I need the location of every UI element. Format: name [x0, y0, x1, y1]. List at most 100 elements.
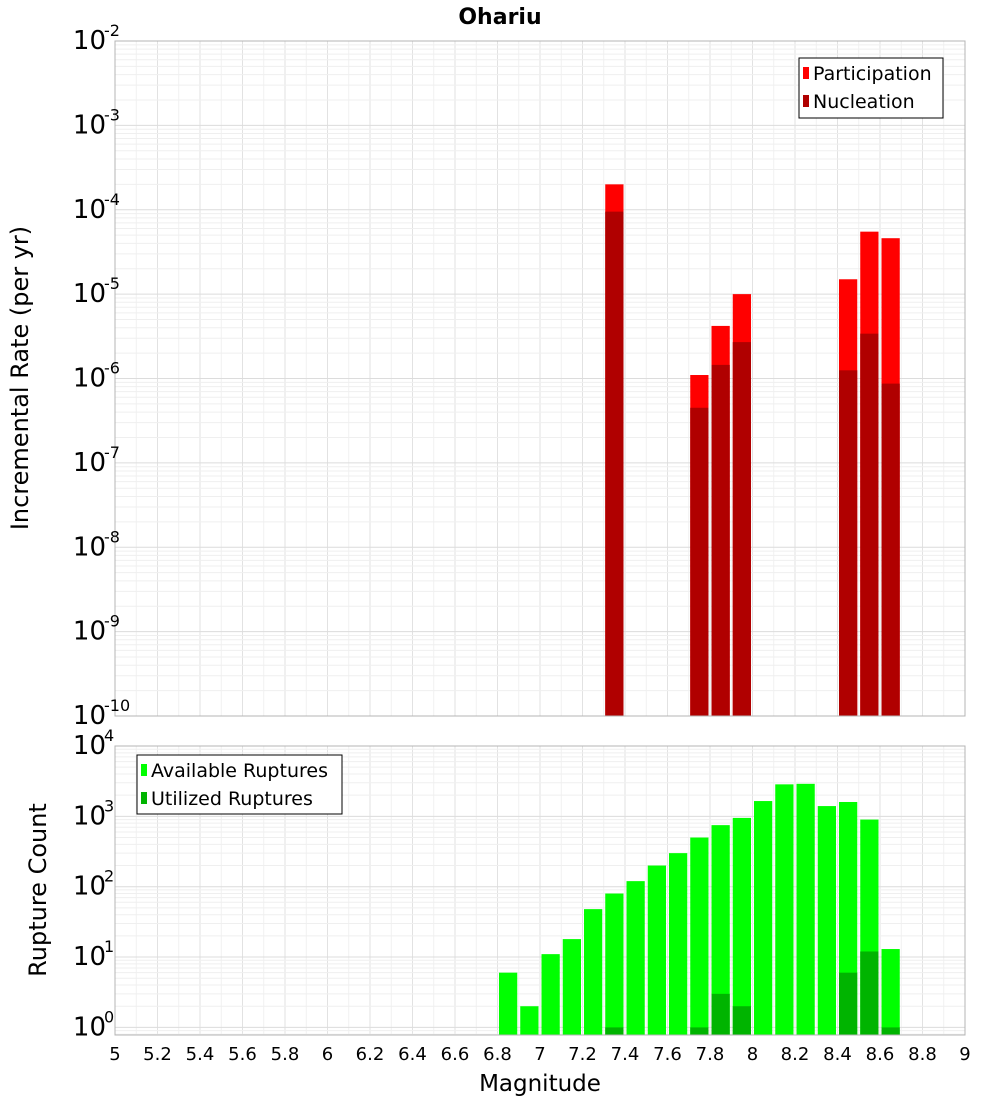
bottom-bar [584, 909, 603, 1035]
top-y-tick-exponent: -7 [104, 443, 120, 462]
top-legend-label: Nucleation [813, 91, 915, 113]
x-tick-label: 8.2 [781, 1044, 810, 1065]
bottom-bar [732, 817, 751, 1035]
top-plot-frame [114, 40, 966, 717]
bottom-bar [817, 806, 836, 1035]
top-plot: 10-1010-910-810-710-610-510-410-310-2Par… [73, 21, 966, 731]
top-y-tick-label: 10 [73, 279, 106, 309]
bottom-series-0 [499, 783, 900, 1035]
x-tick-label: 8.8 [908, 1044, 937, 1065]
top-y-tick-exponent: -3 [104, 105, 120, 124]
bottom-bar [499, 972, 518, 1035]
bottom-y-tick-exponent: 2 [104, 867, 114, 886]
bottom-y-tick-label: 10 [73, 1012, 106, 1042]
top-legend-label: Participation [813, 63, 932, 85]
top-bar [860, 333, 879, 716]
bottom-legend-label: Utilized Ruptures [151, 788, 313, 810]
x-tick-label: 9 [959, 1044, 970, 1065]
bottom-series-1 [605, 951, 900, 1035]
top-bar [732, 342, 751, 716]
top-y-tick-label: 10 [73, 26, 106, 56]
bottom-y-tick-label: 10 [73, 872, 106, 902]
x-tick-label: 5 [109, 1044, 120, 1065]
x-tick-label: 6.6 [441, 1044, 470, 1065]
chart-title: Ohariu [458, 5, 541, 30]
bottom-bar [775, 784, 794, 1035]
bottom-y-axis-label: Rupture Count [24, 803, 52, 977]
top-bar [605, 211, 624, 716]
bottom-y-tick-exponent: 1 [104, 937, 114, 956]
top-legend-swatch [803, 67, 809, 79]
bottom-bar [669, 853, 688, 1035]
bottom-bar [520, 1006, 539, 1035]
bottom-legend-box [136, 754, 343, 815]
bottom-bar [690, 837, 709, 1035]
top-y-tick-label: 10 [73, 195, 106, 225]
bottom-bar [626, 881, 645, 1035]
top-y-tick-exponent: -5 [104, 274, 120, 293]
bottom-bar [605, 893, 624, 1035]
top-legend-box [798, 57, 944, 119]
x-tick-label: 7.8 [696, 1044, 725, 1065]
top-y-tick-exponent: -2 [104, 21, 120, 40]
x-tick-label: 8.6 [866, 1044, 895, 1065]
x-tick-label: 7.4 [611, 1044, 640, 1065]
x-tick-label: 6.4 [398, 1044, 427, 1065]
x-tick-label: 6.2 [356, 1044, 385, 1065]
top-y-axis-label: Incremental Rate (per yr) [6, 226, 34, 530]
bottom-bar [881, 1027, 900, 1035]
top-bar [881, 383, 900, 716]
top-y-tick-exponent: -8 [104, 527, 120, 546]
bottom-bar [754, 801, 773, 1035]
x-tick-label: 6.8 [483, 1044, 512, 1065]
bottom-y-tick-label: 10 [73, 942, 106, 972]
x-tick-label: 6 [322, 1044, 333, 1065]
bottom-bar [860, 951, 879, 1035]
top-y-tick-label: 10 [73, 448, 106, 478]
x-tick-label: 7 [534, 1044, 545, 1065]
bottom-y-tick-exponent: 4 [104, 726, 114, 745]
x-tick-labels: 5 5.2 5.4 5.6 5.8 6 6.2 6.4 6.6 6.8 7 7.2 7.4 7.6 7.8 8… [109, 1044, 970, 1065]
bottom-bar [711, 825, 730, 1035]
bottom-bar [562, 939, 581, 1035]
top-legend-swatch [803, 95, 809, 107]
x-tick-label: 5.8 [271, 1044, 300, 1065]
top-y-tick-label: 10 [73, 532, 106, 562]
x-tick-label: 8 [747, 1044, 758, 1065]
top-bar [690, 407, 709, 716]
x-tick-label: 5.2 [143, 1044, 172, 1065]
bottom-bar [839, 972, 858, 1035]
bottom-y-tick-exponent: 3 [104, 796, 114, 815]
top-bar [711, 364, 730, 716]
bottom-bar [647, 865, 666, 1035]
top-y-tick-label: 10 [73, 110, 106, 140]
top-gridlines [114, 41, 966, 717]
x-tick-label: 5.6 [228, 1044, 257, 1065]
top-y-tick-exponent: -10 [104, 696, 130, 715]
bottom-bar [541, 954, 560, 1035]
top-y-tick-label: 10 [73, 617, 106, 647]
bottom-bar [711, 993, 730, 1035]
bottom-bar [605, 1027, 624, 1035]
bottom-bar [796, 783, 815, 1035]
bottom-bar [732, 1006, 751, 1035]
x-tick-label: 7.6 [653, 1044, 682, 1065]
bottom-legend: Available Ruptures Utilized Ruptures [136, 754, 343, 815]
x-tick-label: 5.4 [186, 1044, 215, 1065]
bottom-legend-label: Available Ruptures [151, 760, 328, 782]
bottom-y-tick-label: 10 [73, 731, 106, 761]
bottom-y-tick-label: 10 [73, 801, 106, 831]
top-y-tick-exponent: -4 [104, 190, 120, 209]
top-y-tick-exponent: -6 [104, 359, 120, 378]
top-bar [839, 370, 858, 716]
bottom-legend-swatch [141, 764, 147, 776]
x-axis-label: Magnitude [479, 1071, 601, 1097]
top-y-tick-label: 10 [73, 701, 106, 731]
bottom-plot-frame [114, 745, 966, 1036]
bottom-legend-swatch [141, 792, 147, 804]
